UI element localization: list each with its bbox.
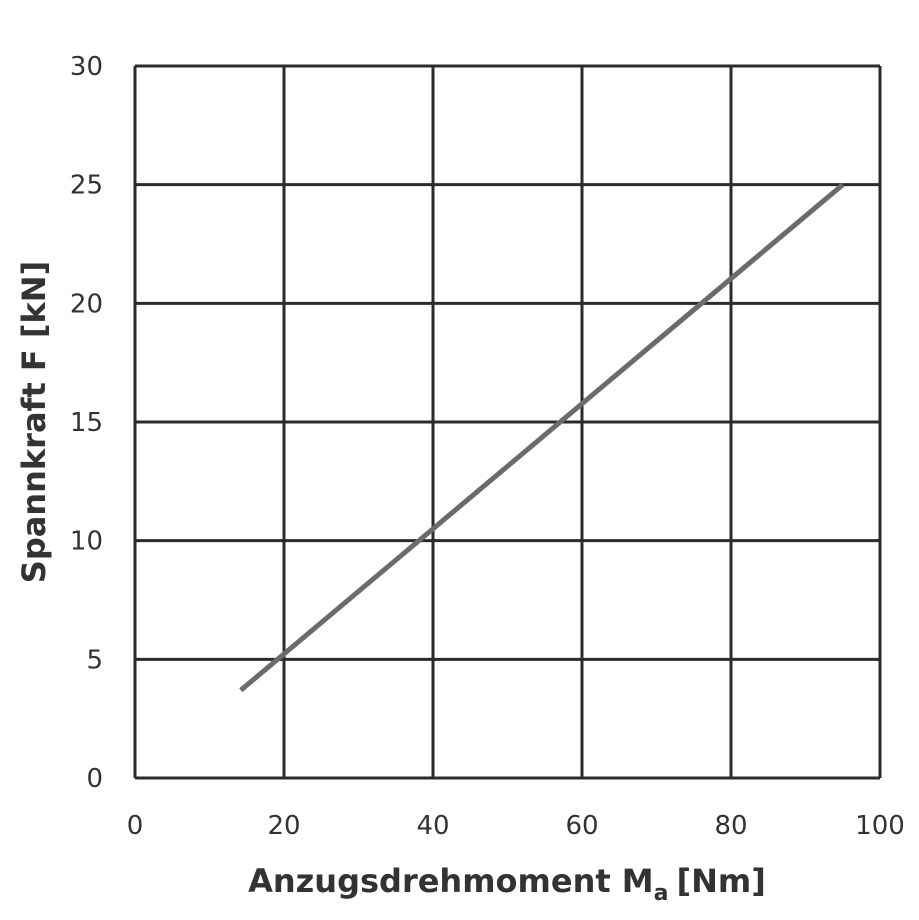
y-tick-labels: 0 5 10 15 20 25 30 bbox=[70, 52, 103, 794]
y-tick-label: 10 bbox=[70, 527, 103, 557]
y-axis-title: Spannkraft F [kN] bbox=[15, 261, 53, 583]
y-tick-label: 5 bbox=[86, 645, 103, 675]
x-tick-label: 60 bbox=[565, 811, 598, 841]
x-tick-label: 80 bbox=[714, 811, 747, 841]
series-layer bbox=[239, 182, 845, 693]
y-tick-label: 30 bbox=[70, 52, 103, 82]
x-tick-label: 100 bbox=[855, 811, 905, 841]
y-tick-label: 0 bbox=[86, 764, 103, 794]
y-tick-label: 25 bbox=[70, 171, 103, 201]
y-tick-label: 15 bbox=[70, 408, 103, 438]
series-line bbox=[239, 182, 845, 693]
y-tick-label: 20 bbox=[70, 289, 103, 319]
x-axis-title: Anzugsdrehmoment Ma [Nm] bbox=[248, 862, 766, 906]
x-tick-label: 40 bbox=[416, 811, 449, 841]
x-tick-labels: 0 20 40 60 80 100 bbox=[127, 811, 905, 841]
grid bbox=[133, 64, 882, 780]
x-tick-label: 20 bbox=[267, 811, 300, 841]
x-tick-label: 0 bbox=[127, 811, 144, 841]
